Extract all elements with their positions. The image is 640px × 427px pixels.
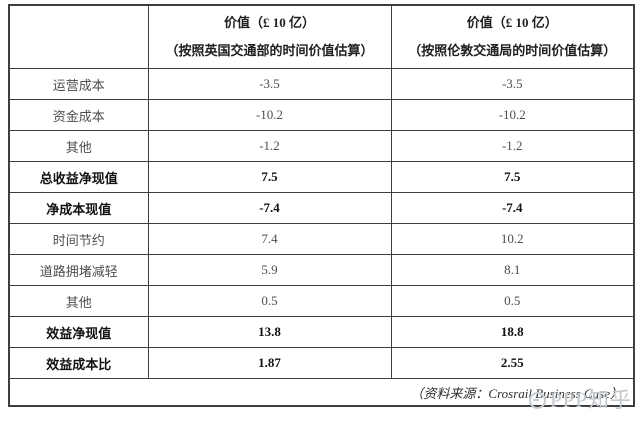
value-dft: 7.5 bbox=[147, 161, 392, 193]
row-label: 其他 bbox=[8, 285, 149, 317]
header-col-dft-subtitle: （按照英国交通部的时间价值估算） bbox=[165, 42, 374, 58]
value-tfl: -10.2 bbox=[390, 99, 635, 131]
table-row: 运营成本 -3.5 -3.5 bbox=[8, 68, 635, 100]
row-label: 运营成本 bbox=[8, 68, 149, 100]
value-tfl: 8.1 bbox=[390, 254, 635, 286]
value-dft: -1.2 bbox=[147, 130, 392, 162]
value-dft: -10.2 bbox=[147, 99, 392, 131]
row-label: 道路拥堵减轻 bbox=[8, 254, 149, 286]
value-dft: -3.5 bbox=[147, 68, 392, 100]
value-tfl: 0.5 bbox=[390, 285, 635, 317]
header-col-dft: 价值（£ 10 亿） （按照英国交通部的时间价值估算） bbox=[147, 4, 392, 69]
value-dft: 5.9 bbox=[147, 254, 392, 286]
value-dft: -7.4 bbox=[147, 192, 392, 224]
value-tfl: 10.2 bbox=[390, 223, 635, 255]
value-tfl: 7.5 bbox=[390, 161, 635, 193]
watermark: PPP知乎 bbox=[528, 388, 632, 412]
row-label: 净成本现值 bbox=[8, 192, 149, 224]
cost-benefit-table: 价值（£ 10 亿） （按照英国交通部的时间价值估算） 价值（£ 10 亿） （… bbox=[8, 4, 635, 407]
table-row: 道路拥堵减轻 5.9 8.1 bbox=[8, 254, 635, 286]
watermark-text: PPP知乎 bbox=[549, 388, 632, 412]
row-label: 其他 bbox=[8, 130, 149, 162]
watermark-logo-icon bbox=[528, 392, 546, 409]
header-col-dft-title: 价值（£ 10 亿） bbox=[223, 15, 315, 31]
value-tfl: -7.4 bbox=[390, 192, 635, 224]
value-dft: 7.4 bbox=[147, 223, 392, 255]
header-corner-cell bbox=[8, 4, 149, 69]
value-tfl: -1.2 bbox=[390, 130, 635, 162]
table-body: 运营成本 -3.5 -3.5 资金成本 -10.2 -10.2 其他 -1.2 -1.2 总收益净… bbox=[8, 68, 635, 379]
value-tfl: 18.8 bbox=[390, 316, 635, 348]
source-text: （资料来源：Crosrail Business Case） bbox=[410, 385, 623, 401]
row-label: 效益净现值 bbox=[8, 316, 149, 348]
table-row: 效益成本比 1.87 2.55 bbox=[8, 347, 635, 379]
value-tfl: -3.5 bbox=[390, 68, 635, 100]
header-col-tfl: 价值（£ 10 亿） （按照伦敦交通局的时间价值估算） bbox=[390, 4, 635, 69]
value-tfl: 2.55 bbox=[390, 347, 635, 379]
header-row: 价值（£ 10 亿） （按照英国交通部的时间价值估算） 价值（£ 10 亿） （… bbox=[8, 4, 635, 69]
table-row: 资金成本 -10.2 -10.2 bbox=[8, 99, 635, 131]
table-row: 其他 -1.2 -1.2 bbox=[8, 130, 635, 162]
table-row: 总收益净现值 7.5 7.5 bbox=[8, 161, 635, 193]
header-col-tfl-subtitle: （按照伦敦交通局的时间价值估算） bbox=[408, 42, 617, 58]
row-label: 总收益净现值 bbox=[8, 161, 149, 193]
table-row: 其他 0.5 0.5 bbox=[8, 285, 635, 317]
table-row: 效益净现值 13.8 18.8 bbox=[8, 316, 635, 348]
table-row: 净成本现值 -7.4 -7.4 bbox=[8, 192, 635, 224]
header-col-tfl-title: 价值（£ 10 亿） bbox=[466, 15, 558, 31]
row-label: 资金成本 bbox=[8, 99, 149, 131]
row-label: 时间节约 bbox=[8, 223, 149, 255]
value-dft: 1.87 bbox=[147, 347, 392, 379]
table-row: 时间节约 7.4 10.2 bbox=[8, 223, 635, 255]
value-dft: 13.8 bbox=[147, 316, 392, 348]
row-label: 效益成本比 bbox=[8, 347, 149, 379]
value-dft: 0.5 bbox=[147, 285, 392, 317]
